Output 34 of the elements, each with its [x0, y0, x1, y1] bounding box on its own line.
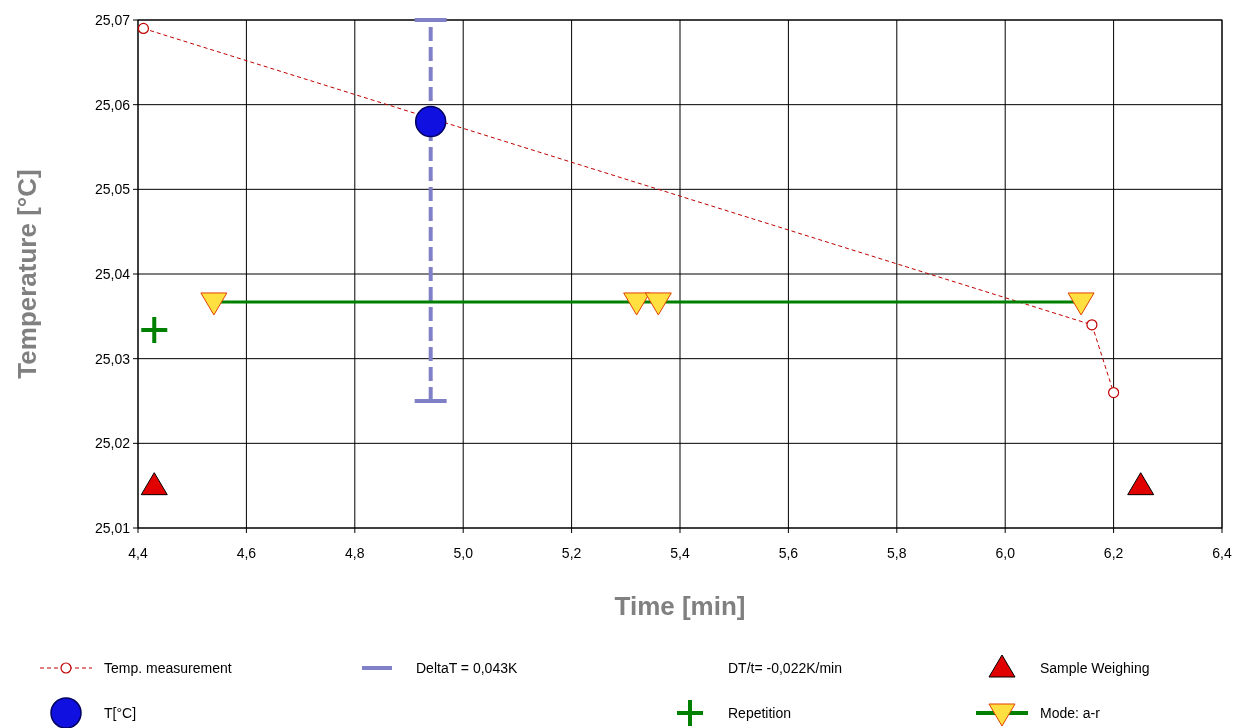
legend-label: T[°C]	[104, 705, 137, 721]
legend-label: Temp. measurement	[104, 660, 232, 676]
point	[140, 472, 168, 496]
x-tick-label: 4,4	[128, 545, 148, 561]
text: DT/t= -0,022K/min	[728, 660, 842, 676]
x-axis-title: Time [min]	[614, 591, 746, 621]
x-tick-label: 4,8	[345, 545, 365, 561]
point	[1127, 472, 1155, 496]
x-tick-label: 5,6	[778, 545, 799, 561]
x-tick-label: 6,0	[995, 545, 1016, 561]
y-tick-label: 25,04	[94, 266, 131, 282]
x-tick-label: 5,8	[887, 545, 907, 561]
x-tick-label: 5,4	[670, 545, 690, 561]
point	[1108, 386, 1120, 399]
point	[141, 316, 168, 343]
y-axis-title: Temperature [°C]	[12, 169, 42, 379]
point	[1086, 319, 1098, 331]
legend-label: Mode: a-r	[1040, 705, 1101, 721]
x-tick-label: 5,0	[453, 545, 474, 561]
x-tick-label: 5,2	[561, 545, 582, 561]
x-tick-label: 6,4	[1212, 545, 1232, 561]
legend-label: Repetition	[728, 705, 792, 721]
y-tick-label: 25,03	[94, 350, 131, 367]
text: DeltaT = 0,043K	[416, 660, 518, 676]
y-tick-label: 25,02	[94, 435, 131, 452]
x-tick-label: 4,6	[236, 545, 257, 561]
legend-label: Sample Weighing	[1040, 660, 1150, 676]
y-tick-label: 25,07	[94, 12, 131, 28]
y-tick-label: 25,05	[94, 181, 131, 198]
y-tick-label: 25,01	[94, 520, 131, 536]
y-tick-label: 25,06	[94, 96, 131, 113]
point	[137, 22, 150, 35]
point	[414, 105, 447, 138]
x-tick-label: 6,2	[1103, 545, 1124, 561]
